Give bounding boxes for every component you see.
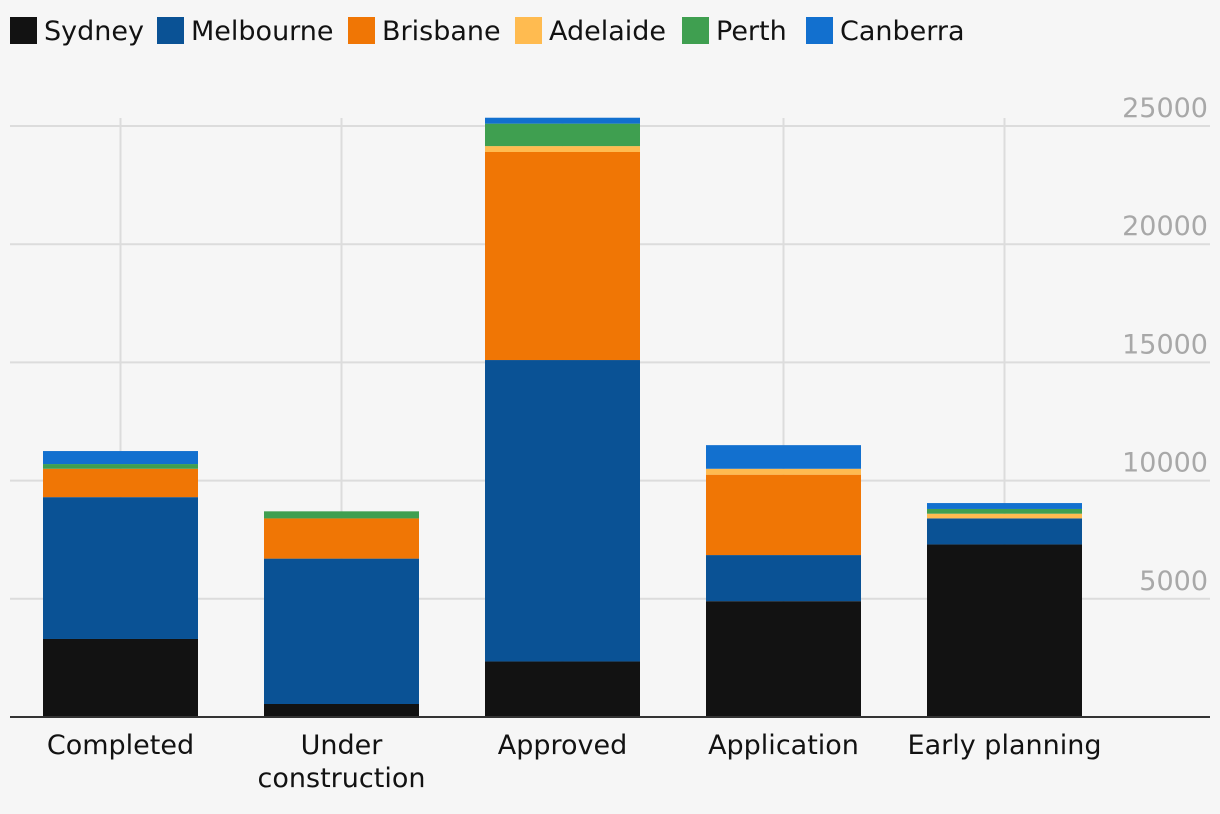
legend-item-canberra: Canberra xyxy=(806,16,965,47)
bar-segment-perth xyxy=(485,123,640,147)
y-tick-label: 15000 xyxy=(1122,329,1208,360)
legend-swatch xyxy=(806,17,833,44)
bars xyxy=(43,117,1082,717)
x-category-label: Early planning xyxy=(908,730,1102,761)
bar-segment-brisbane xyxy=(264,518,419,559)
y-tick-label: 10000 xyxy=(1122,448,1208,479)
legend-item-brisbane: Brisbane xyxy=(348,16,501,47)
legend-item-perth: Perth xyxy=(682,16,787,47)
bar-segment-brisbane xyxy=(485,152,640,361)
bar-segment-adelaide xyxy=(485,146,640,153)
legend-item-sydney: Sydney xyxy=(10,16,144,47)
legend-item-melbourne: Melbourne xyxy=(157,16,334,47)
legend-label: Perth xyxy=(716,16,787,47)
bar-segment-perth xyxy=(43,464,198,469)
bar-segment-canberra xyxy=(706,445,861,469)
bar-segment-adelaide xyxy=(706,468,861,475)
bar-segment-canberra xyxy=(927,503,1082,509)
y-tick-label: 5000 xyxy=(1139,566,1208,597)
bar-segment-sydney xyxy=(264,703,419,717)
legend-label: Brisbane xyxy=(382,16,501,47)
x-axis-labels: Completed Under construction Approved Applic… xyxy=(47,730,1102,794)
legend-swatch xyxy=(348,17,375,44)
bar-segment-canberra xyxy=(485,117,640,124)
bar-segment-perth xyxy=(927,508,1082,514)
legend-label: Canberra xyxy=(840,16,965,47)
legend: Sydney Melbourne Brisbane Adelaide Perth Canb… xyxy=(10,16,965,47)
bar-segment-sydney xyxy=(706,601,861,717)
bar-segment-melbourne xyxy=(43,497,198,639)
legend-item-adelaide: Adelaide xyxy=(515,16,666,47)
bar-segment-sydney xyxy=(927,544,1082,717)
bar-segment-brisbane xyxy=(706,474,861,556)
x-category-label: Application xyxy=(708,730,859,761)
y-tick-label: 20000 xyxy=(1122,211,1208,242)
legend-swatch xyxy=(682,17,709,44)
bar-segment-melbourne xyxy=(706,555,861,602)
bar-segment-canberra xyxy=(43,451,198,465)
legend-swatch xyxy=(515,17,542,44)
bar-segment-brisbane xyxy=(43,468,198,498)
x-category-label: Approved xyxy=(498,730,628,761)
bar-segment-melbourne xyxy=(485,360,640,662)
bar-segment-adelaide xyxy=(927,513,1082,519)
bar-segment-sydney xyxy=(485,661,640,717)
x-category-label: Under construction xyxy=(258,730,426,794)
y-axis-ticks: 5000 10000 15000 20000 25000 xyxy=(1122,93,1208,597)
legend-swatch xyxy=(157,17,184,44)
x-category-label: Completed xyxy=(47,730,194,761)
bar-segment-melbourne xyxy=(927,518,1082,545)
bar-segment-perth xyxy=(264,511,419,519)
y-tick-label: 25000 xyxy=(1122,93,1208,124)
legend-label: Melbourne xyxy=(191,16,334,47)
legend-swatch xyxy=(10,17,37,44)
bar-segment-sydney xyxy=(43,638,198,717)
bar-segment-melbourne xyxy=(264,558,419,704)
legend-label: Adelaide xyxy=(549,16,666,47)
legend-label: Sydney xyxy=(44,16,144,47)
